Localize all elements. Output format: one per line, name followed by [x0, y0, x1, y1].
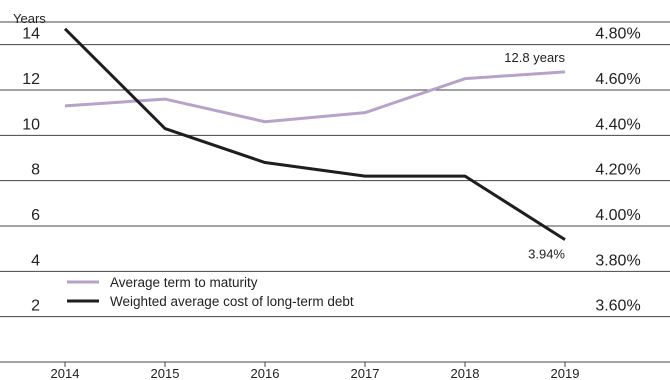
series-line-average-term [64, 70, 566, 124]
x-axis: 2014 2015 2016 2017 2018 2019 [51, 362, 580, 380]
legend: Average term to maturity Weighted average… [67, 275, 354, 309]
x-tick-label: 2018 [451, 366, 480, 380]
y-left-tick-label: 12 [22, 71, 40, 88]
y-right-tick-label: 3.80% [595, 252, 640, 269]
y-left-tick-label: 6 [31, 207, 40, 224]
data-label: 3.94% [528, 247, 565, 262]
x-tick-label: 2019 [551, 366, 580, 380]
annotations: 12.8 years 3.94% [504, 50, 565, 262]
y-axis-right: 3.60% 3.80% 4.00% 4.20% 4.40% 4.60% 4.80% [595, 26, 640, 315]
x-tick-label: 2017 [351, 366, 380, 380]
legend-label: Average term to maturity [110, 275, 258, 290]
x-tick-label: 2014 [51, 366, 80, 380]
y-left-tick-label: 14 [22, 26, 40, 43]
series-line-cost-of-debt [63, 27, 566, 241]
legend-label: Weighted average cost of long-term debt [110, 294, 354, 309]
series-lines [63, 27, 566, 241]
y-right-tick-label: 4.60% [595, 71, 640, 88]
y-right-tick-label: 4.40% [595, 116, 640, 133]
y-axis-left-unit: Years [13, 11, 46, 26]
y-left-tick-label: 4 [31, 252, 40, 269]
y-left-tick-label: 10 [22, 116, 40, 133]
y-axis-left: 2 4 6 8 10 12 14 [22, 26, 40, 315]
x-tick-label: 2015 [151, 366, 180, 380]
y-right-tick-label: 4.80% [595, 26, 640, 43]
y-right-tick-label: 4.20% [595, 162, 640, 179]
y-right-tick-label: 3.60% [595, 298, 640, 315]
grid-lines [0, 21, 670, 363]
y-left-tick-label: 8 [31, 162, 40, 179]
y-right-tick-label: 4.00% [595, 207, 640, 224]
data-label: 12.8 years [504, 50, 565, 65]
x-tick-label: 2016 [251, 366, 280, 380]
y-left-tick-label: 2 [31, 298, 40, 315]
